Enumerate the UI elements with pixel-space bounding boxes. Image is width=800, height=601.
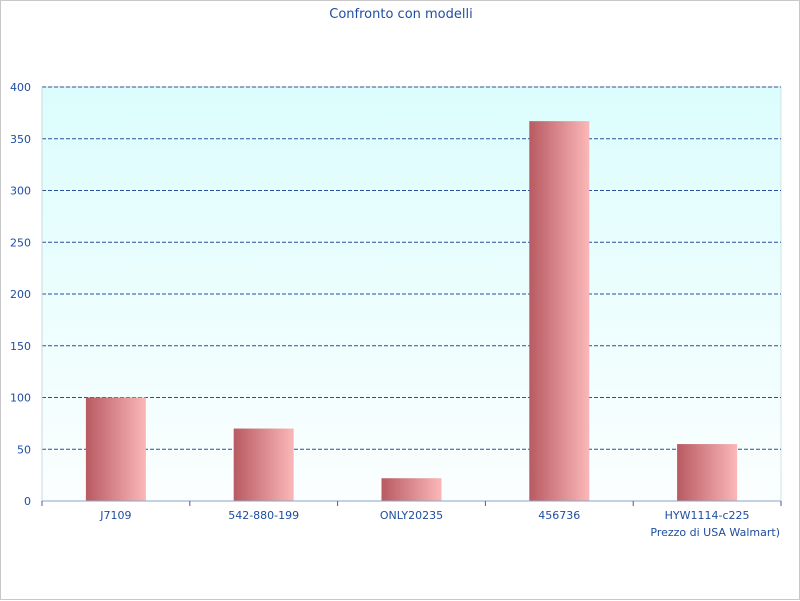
grid-lines [42,86,781,450]
bar [85,397,146,501]
bars-group [85,121,738,501]
y-tick-label: 50 [17,443,31,456]
x-tick-label: HYW1114-c225 [665,509,750,522]
bar [233,428,294,501]
x-axis-label: Prezzo di USA Walmart) [650,526,780,539]
y-tick-label: 300 [10,185,31,198]
y-axis: 0 50 100 150 200 250 300 350 400 [10,81,43,508]
y-tick-label: 200 [10,288,31,301]
x-tick-label: ONLY20235 [380,509,443,522]
y-tick-label: 100 [10,392,31,405]
y-tick-label: 250 [10,236,31,249]
x-tick-label: J7109 [99,509,131,522]
bar [381,478,442,501]
y-tick-label: 400 [10,81,31,94]
x-axis: J7109 542-880-199 ONLY20235 456736 HYW1114-c… [41,500,782,522]
bar [529,121,590,501]
x-tick-label: 456736 [538,509,580,522]
chart-title: Confronto con modelli [329,7,472,22]
y-tick-label: 0 [24,495,31,508]
x-tick-label: 542-880-199 [228,509,299,522]
y-tick-label: 150 [10,340,31,353]
y-tick-label: 350 [10,133,31,146]
bar [677,444,738,501]
